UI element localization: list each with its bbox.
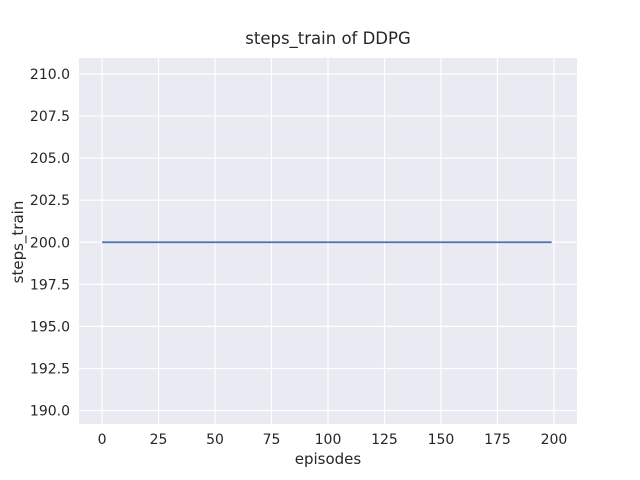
x-tick-label: 125: [371, 432, 398, 448]
chart-title: steps_train of DDPG: [245, 29, 411, 48]
y-tick-label: 202.5: [30, 193, 70, 209]
x-tick-label: 175: [484, 432, 511, 448]
x-axis-label: episodes: [294, 450, 362, 468]
y-tick-label: 200.0: [30, 235, 70, 251]
x-tick-label: 200: [541, 432, 568, 448]
y-tick-label: 192.5: [30, 361, 70, 377]
x-tick-label: 150: [428, 432, 455, 448]
x-tick-label: 0: [98, 432, 107, 448]
y-tick-label: 207.5: [30, 109, 70, 125]
x-tick-label: 25: [150, 432, 168, 448]
x-tick-label: 75: [263, 432, 281, 448]
y-tick-label: 205.0: [30, 151, 70, 167]
x-tick-label: 100: [315, 432, 342, 448]
y-axis-label: steps_train: [9, 200, 27, 284]
x-tick-label: 50: [206, 432, 224, 448]
y-tick-label: 210.0: [30, 67, 70, 83]
y-tick-label: 190.0: [30, 404, 70, 420]
y-tick-label: 195.0: [30, 319, 70, 335]
y-tick-label: 197.5: [30, 277, 70, 293]
